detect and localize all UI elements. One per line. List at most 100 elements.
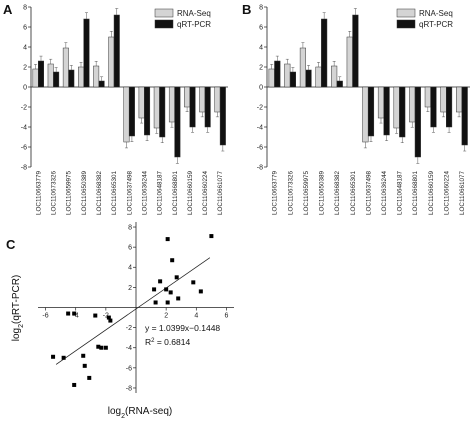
scatter-point (99, 345, 104, 350)
scatter-point (191, 280, 196, 285)
category-tick-label: LOC110636244 (381, 171, 388, 215)
rna-seq-bar (47, 63, 54, 88)
scatter-point (103, 345, 108, 350)
category-tick-label: LOC110665301 (350, 171, 357, 215)
x-axis-title: log2(RNA-seq) (108, 406, 173, 420)
y-tick-label: -4 (126, 345, 132, 352)
y-tick-label: 6 (23, 24, 27, 31)
y-tick-label: -6 (21, 144, 27, 151)
scatter-point (96, 344, 101, 349)
qrt-pcr-bar (383, 86, 390, 136)
rna-seq-bar (440, 86, 447, 113)
qrt-pcr-bar (352, 14, 359, 88)
y-tick-label: 4 (128, 265, 132, 272)
qrt-pcr-bar (461, 86, 468, 146)
scatter-point (72, 382, 77, 387)
rna-seq-bar (409, 86, 416, 123)
scatter-point (165, 237, 170, 242)
category-tick-label: LOC110668382 (96, 171, 103, 215)
category-tick-label: LOC110673326 (51, 171, 58, 215)
rna-seq-bar (377, 86, 385, 119)
regression-equation: y = 1.0399x−0.1448 (145, 323, 220, 333)
rna-seq-bar (184, 86, 191, 108)
category-tick-label: LOC110668382 (334, 171, 341, 215)
y-tick-label: -8 (21, 164, 27, 171)
category-tick-label: LOC110663779 (35, 171, 42, 215)
y-tick-label: 4 (259, 44, 263, 51)
qrt-pcr-bar (305, 69, 312, 88)
category-tick-label: LOC110659975 (303, 171, 310, 215)
x-tick-label: 2 (164, 313, 168, 320)
rna-seq-bar (214, 86, 221, 113)
category-tick-label: LOC110637498 (126, 171, 133, 215)
scatter-point (66, 311, 71, 316)
category-tick-label: LOC110648187 (157, 171, 164, 215)
rna-seq-bar (424, 86, 431, 108)
qrt-pcr-bar (204, 86, 211, 128)
rna-seq-bar (299, 47, 306, 88)
scatter-point (168, 290, 173, 295)
qrt-pcr-bar (189, 86, 196, 128)
category-tick-label: LOC110661077 (217, 171, 224, 215)
x-tick-label: -6 (42, 313, 48, 320)
category-tick-label: LOC110648187 (397, 171, 404, 215)
rna-seq-bar (62, 47, 69, 88)
scatter-point (165, 300, 170, 305)
scatter-point (87, 375, 92, 380)
rna-seq-bar (123, 86, 130, 143)
rna-seq-bar (362, 86, 369, 143)
scatter-point (209, 234, 214, 239)
category-tick-label: LOC110659975 (66, 171, 73, 215)
rna-seq-bar (393, 86, 400, 129)
scatter-point (158, 279, 163, 284)
x-tick-label: -4 (73, 313, 79, 320)
qrt-pcr-bar (446, 86, 453, 128)
y-tick-label: -2 (257, 104, 263, 111)
qrt-pcr-bar (399, 86, 406, 138)
scatter-point (82, 363, 87, 368)
qrt-pcr-bar (289, 71, 296, 88)
rna-seq-bar (346, 36, 353, 88)
scatter-point (164, 287, 169, 292)
category-tick-label: LOC110650389 (81, 171, 88, 215)
y-tick-label: 2 (259, 64, 263, 71)
legend-label: RNA-Seq (419, 9, 453, 18)
y-tick-label: -8 (126, 385, 132, 392)
legend-label: qRT-PCR (177, 20, 211, 29)
category-tick-label: LOC110637498 (365, 171, 372, 215)
rna-seq-bar (78, 66, 84, 88)
y-tick-label: 2 (128, 285, 132, 292)
panel-a-bar-chart: -8 -6 -4 -2 0 2 4 6 8 LOC110663779 LOC110673326 LOC… (21, 4, 228, 215)
y-tick-label: -4 (257, 124, 263, 131)
y-tick-label: -4 (21, 124, 27, 131)
y-tick-label: 8 (128, 224, 132, 231)
category-tick-label: LOC110673326 (287, 171, 294, 215)
y-tick-label: 8 (23, 4, 27, 11)
scatter-point (153, 300, 158, 305)
panel-b-label: B (242, 2, 251, 17)
legend-swatch (396, 8, 416, 18)
rna-seq-bar (268, 68, 275, 88)
y-tick-label: 2 (23, 64, 27, 71)
category-tick-label: LOC110660159 (428, 171, 435, 215)
qrt-pcr-bar (128, 86, 135, 137)
y-tick-label: -6 (257, 144, 263, 151)
qrt-pcr-bar (144, 86, 151, 136)
qrt-pcr-bar (53, 71, 60, 88)
r-squared-label: R2 = 0.6814 (145, 337, 190, 347)
scatter-point (72, 311, 77, 316)
rna-seq-bar (168, 86, 175, 123)
qrt-pcr-bar (98, 80, 105, 88)
scatter-point (152, 287, 157, 292)
qrt-pcr-bar (367, 86, 375, 137)
qrt-pcr-bar (336, 80, 343, 88)
scatter-point (93, 313, 98, 318)
rna-seq-bar (108, 36, 115, 88)
rna-seq-bar (153, 86, 160, 129)
scatter-point (174, 275, 179, 280)
rna-seq-bar (199, 86, 206, 113)
qrt-pcr-bar (83, 18, 90, 88)
panel-a-label: A (3, 2, 13, 17)
category-tick-label: LOC110663779 (272, 171, 279, 215)
